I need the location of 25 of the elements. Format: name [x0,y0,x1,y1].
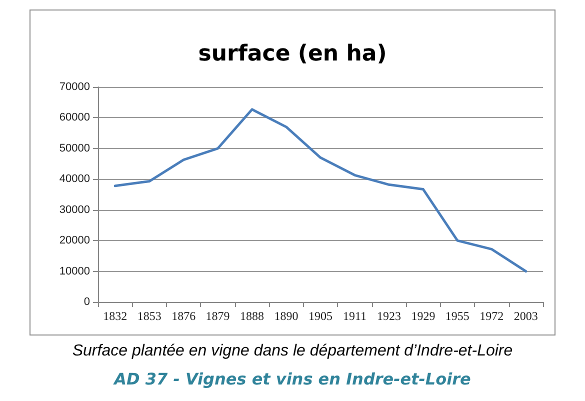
y-tick-label: 60000 [59,112,90,124]
x-tick-label: 2003 [514,309,538,323]
x-tick-label: 1879 [206,309,230,323]
y-tick-label: 10000 [59,265,90,278]
x-tick-label: 1853 [137,309,162,323]
text: AD 37 - Vignes et vins en Indre-et-Loire [112,370,471,388]
text: Surface plantée en vigne dans le département d’Indre-et-Loire [72,342,513,360]
line-series [114,108,528,273]
x-tick-label: 1876 [172,309,196,323]
chart-title: surface (en ha) [198,42,387,66]
x-tick-label: 1905 [308,309,332,323]
x-tick-label: 1911 [342,309,367,323]
y-tick-label: 20000 [59,234,90,247]
x-tick-label: 1832 [103,309,128,323]
y-tick-label: 40000 [59,173,90,186]
y-tick-label: 30000 [59,204,90,216]
x-tick-label: 1972 [480,309,504,323]
x-tick-label: 1929 [411,309,436,323]
x-tick-label: 1888 [240,309,264,323]
x-tick-label: 1955 [445,309,470,323]
x-tick-label: 1890 [274,309,298,323]
x-tick-label: 1923 [376,309,401,323]
y-tick-label: 70000 [59,81,90,93]
y-tick-label: 0 [84,296,90,308]
y-tick-label: 50000 [59,142,90,154]
